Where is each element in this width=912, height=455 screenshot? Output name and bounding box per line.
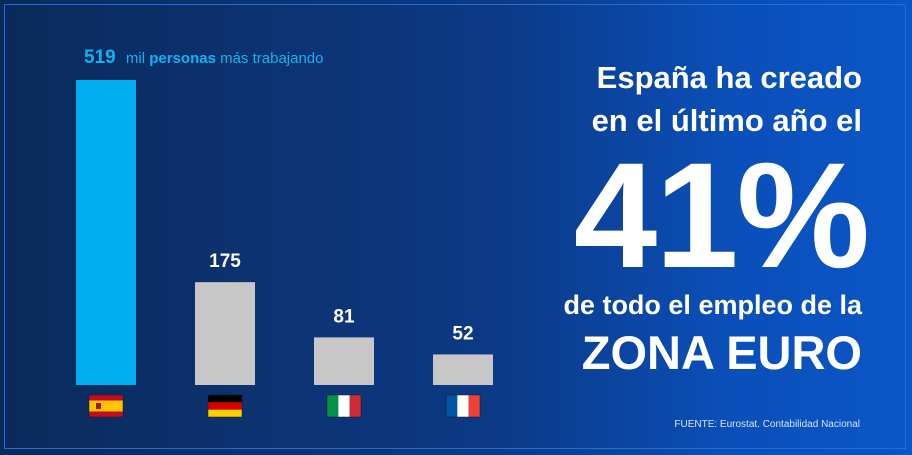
germany-flag-icon — [207, 394, 243, 418]
flag-stripe — [208, 402, 242, 410]
bar-value-label: 81 — [333, 306, 355, 327]
bar-2 — [195, 282, 255, 385]
flag-stripe — [208, 395, 242, 403]
headline-line1: España ha creado — [596, 60, 862, 95]
flag-border — [326, 394, 362, 418]
flag-stripe — [468, 395, 480, 417]
flag-coat-of-arms — [96, 403, 101, 409]
source-note: FUENTE: Eurostat. Contabilidad Nacional — [674, 419, 860, 430]
caption-pre: mil — [125, 50, 146, 67]
flag-stripe — [349, 395, 361, 417]
bar-value-label: 52 — [452, 323, 473, 344]
frame-border — [4, 4, 906, 449]
caption-bold: personas — [149, 50, 216, 67]
caption-value: 519 — [84, 47, 116, 68]
bar-1 — [76, 80, 136, 385]
caption-post: más trabajando — [220, 50, 324, 67]
headline-line2: en el último año el — [591, 103, 862, 138]
flag-stripe — [457, 395, 469, 417]
bar-value-label: 175 — [209, 251, 241, 272]
italy-flag-icon — [326, 394, 362, 418]
flag-stripe — [89, 395, 123, 401]
chart-caption: 519 mil personas más trabajando — [84, 47, 324, 69]
headline-line3: de todo el empleo de la — [563, 290, 862, 320]
bar-3 — [314, 337, 374, 385]
flag-border — [445, 394, 481, 418]
big-percentage: 41% — [573, 131, 870, 299]
flag-border — [207, 394, 243, 418]
flag-stripe — [208, 409, 242, 417]
flag-stripe — [89, 400, 123, 412]
flag-stripe — [327, 395, 339, 417]
france-flag-icon — [445, 394, 481, 418]
spain-flag-icon — [88, 394, 124, 418]
flag-stripe — [446, 395, 458, 417]
bar-4 — [433, 354, 493, 385]
headline-zona-euro: ZONA EURO — [581, 326, 862, 379]
flag-stripe — [338, 395, 350, 417]
flag-stripe — [89, 411, 123, 417]
flag-border — [88, 394, 124, 418]
